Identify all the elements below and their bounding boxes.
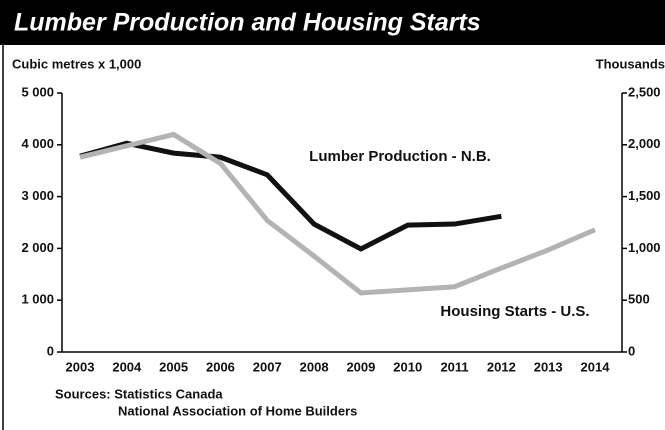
source: Sources: Statistics Canada [55, 386, 223, 401]
y-axis-label: Cubic metres x 1,000 [12, 56, 141, 71]
y-tick-label: 1 000 [21, 292, 54, 307]
y2-tick-label: 1,500 [628, 188, 661, 203]
series-label: Housing Starts - U.S. [440, 303, 589, 320]
y-tick-label: 0 [47, 343, 54, 358]
x-tick-label: 2012 [487, 359, 516, 374]
y2-tick-label: 2,000 [628, 136, 661, 151]
x-tick-label: 2007 [253, 359, 282, 374]
y2-tick-label: 500 [628, 292, 650, 307]
title-bar [0, 0, 665, 45]
chart-title: Lumber Production and Housing Starts [14, 9, 481, 37]
source: National Association of Home Builders [118, 403, 357, 418]
x-tick-label: 2003 [66, 359, 95, 374]
y2-axis-label: Thousands [596, 56, 665, 71]
y2-tick-label: 0 [628, 343, 635, 358]
data-line [79, 131, 596, 296]
y-tick-label: 4 000 [21, 136, 54, 151]
x-tick-label: 2014 [581, 359, 611, 374]
y-tick-label: 2 000 [21, 240, 54, 255]
y2-tick-label: 1,000 [628, 240, 661, 255]
x-tick-label: 2004 [112, 359, 142, 374]
y2-tick-label: 2,500 [628, 84, 661, 99]
x-tick-label: 2013 [534, 359, 563, 374]
x-tick-label: 2006 [206, 359, 235, 374]
x-tick-label: 2009 [346, 359, 375, 374]
y-tick-label: 3 000 [21, 188, 54, 203]
data-line [79, 140, 502, 252]
x-tick-label: 2005 [159, 359, 188, 374]
x-tick-label: 2011 [440, 359, 468, 374]
x-tick-label: 2008 [300, 359, 329, 374]
series-label: Lumber Production - N.B. [309, 148, 491, 165]
y-tick-label: 5 000 [21, 84, 54, 99]
x-tick-label: 2010 [393, 359, 422, 374]
